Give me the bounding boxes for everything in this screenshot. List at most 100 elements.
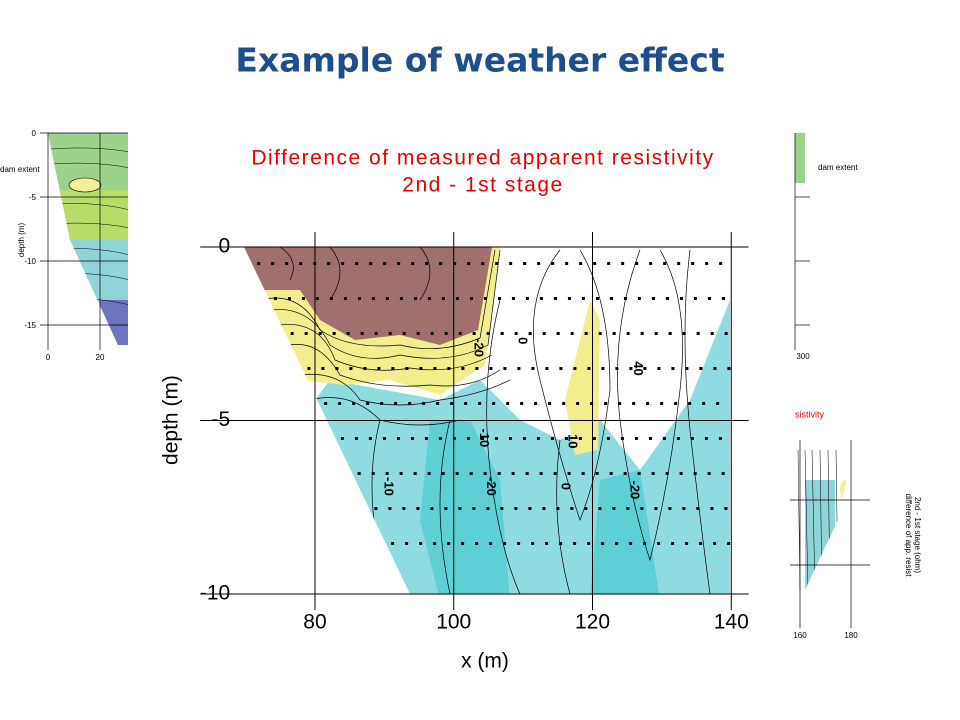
measurement-point bbox=[668, 507, 672, 510]
measurement-point bbox=[453, 262, 457, 265]
right-tick: 180 bbox=[844, 631, 858, 640]
measurement-point bbox=[332, 332, 336, 335]
measurement-point bbox=[556, 332, 560, 335]
measurement-point bbox=[553, 472, 557, 475]
measurement-point bbox=[483, 297, 487, 300]
measurement-point bbox=[679, 472, 683, 475]
measurement-point bbox=[517, 367, 521, 370]
measurement-point bbox=[439, 262, 443, 265]
measurement-point bbox=[548, 402, 552, 405]
measurement-point bbox=[318, 332, 322, 335]
measurement-point bbox=[475, 367, 479, 370]
measurement-point bbox=[707, 297, 711, 300]
measurement-point bbox=[707, 472, 711, 475]
measurement-point bbox=[346, 332, 350, 335]
measurement-point bbox=[691, 262, 695, 265]
measurement-point bbox=[433, 367, 437, 370]
measurement-point bbox=[693, 297, 697, 300]
measurement-point bbox=[710, 332, 714, 335]
measurement-point bbox=[461, 367, 465, 370]
right-top-figure: dam extent 300 bbox=[794, 133, 858, 361]
y-tick-label: 0 bbox=[219, 235, 231, 258]
measurement-point bbox=[371, 472, 375, 475]
measurement-point bbox=[542, 507, 546, 510]
measurement-point bbox=[637, 472, 641, 475]
measurement-point bbox=[623, 297, 627, 300]
measurement-point bbox=[413, 472, 417, 475]
measurement-point bbox=[634, 437, 638, 440]
measurement-point bbox=[724, 332, 728, 335]
measurement-point bbox=[615, 542, 619, 545]
measurement-point bbox=[382, 437, 386, 440]
x-tick-label: 80 bbox=[303, 611, 326, 634]
contour-label: -10 bbox=[477, 428, 492, 447]
measurement-point bbox=[396, 437, 400, 440]
measurement-point bbox=[273, 297, 277, 300]
contour-label: 0 bbox=[515, 337, 530, 344]
measurement-point bbox=[413, 297, 417, 300]
right-title: sistivity bbox=[795, 409, 824, 419]
measurement-point bbox=[447, 367, 451, 370]
measurement-point bbox=[349, 367, 353, 370]
x-tick-label: 120 bbox=[575, 611, 610, 634]
measurement-point bbox=[424, 437, 428, 440]
measurement-point bbox=[508, 437, 512, 440]
measurement-point bbox=[380, 402, 384, 405]
measurement-point bbox=[632, 402, 636, 405]
measurement-point bbox=[696, 507, 700, 510]
measurement-point bbox=[343, 297, 347, 300]
measurement-point bbox=[436, 402, 440, 405]
measurement-point bbox=[606, 437, 610, 440]
measurement-point bbox=[581, 472, 585, 475]
measurement-point bbox=[441, 297, 445, 300]
measurement-point bbox=[705, 262, 709, 265]
x-tick-label: 100 bbox=[436, 611, 471, 634]
left-tick: -15 bbox=[24, 321, 36, 330]
measurement-point bbox=[640, 507, 644, 510]
measurement-point bbox=[626, 507, 630, 510]
measurement-point bbox=[679, 297, 683, 300]
left-figure: 0 -5 -10 -15 0 20 dam extent depth (m) bbox=[0, 129, 128, 362]
measurement-point bbox=[338, 402, 342, 405]
measurement-point bbox=[550, 437, 554, 440]
measurement-point bbox=[528, 507, 532, 510]
measurement-point bbox=[685, 542, 689, 545]
measurement-point bbox=[416, 507, 420, 510]
measurement-point bbox=[385, 472, 389, 475]
measurement-point bbox=[531, 542, 535, 545]
measurement-point bbox=[623, 472, 627, 475]
measurement-point bbox=[371, 297, 375, 300]
measurement-point bbox=[514, 507, 518, 510]
measurement-point bbox=[503, 542, 507, 545]
measurement-point bbox=[690, 437, 694, 440]
measurement-point bbox=[618, 402, 622, 405]
measurement-point bbox=[713, 542, 717, 545]
right-label: difference of app. resist bbox=[904, 493, 913, 577]
measurement-point bbox=[327, 262, 331, 265]
measurement-point bbox=[469, 297, 473, 300]
measurement-point bbox=[598, 332, 602, 335]
measurement-point bbox=[352, 402, 356, 405]
measurement-point bbox=[458, 507, 462, 510]
measurement-point bbox=[537, 262, 541, 265]
measurement-point bbox=[357, 297, 361, 300]
measurement-point bbox=[511, 472, 515, 475]
measurement-point bbox=[651, 472, 655, 475]
measurement-point bbox=[427, 297, 431, 300]
measurement-point bbox=[626, 332, 630, 335]
measurement-point bbox=[539, 472, 543, 475]
measurement-point bbox=[430, 332, 434, 335]
left-tick: 0 bbox=[46, 353, 51, 362]
measurement-point bbox=[643, 542, 647, 545]
measurement-point bbox=[399, 297, 403, 300]
measurement-point bbox=[646, 402, 650, 405]
measurement-point bbox=[447, 542, 451, 545]
measurement-point bbox=[366, 402, 370, 405]
measurement-point bbox=[500, 507, 504, 510]
measurement-point bbox=[567, 297, 571, 300]
measurement-point bbox=[405, 542, 409, 545]
measurement-point bbox=[517, 542, 521, 545]
measurement-point bbox=[388, 332, 392, 335]
measurement-point bbox=[662, 437, 666, 440]
measurement-point bbox=[587, 542, 591, 545]
